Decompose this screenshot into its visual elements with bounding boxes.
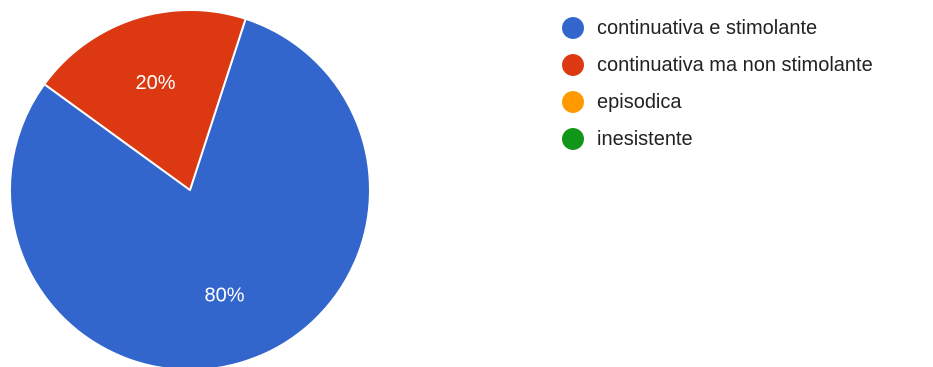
pie-slice-labels: 80% 20% [135, 72, 244, 306]
legend-label: inesistente [597, 127, 693, 150]
pie-chart: 80% 20% [9, 9, 371, 367]
pie-slices [9, 9, 371, 367]
slice-value-label: 80% [204, 284, 244, 306]
legend-label: continuativa ma non stimolante [597, 53, 873, 76]
slice-value-label: 20% [135, 72, 175, 94]
legend-swatch [562, 54, 584, 76]
legend-item[interactable]: inesistente [562, 119, 873, 159]
legend-item[interactable]: episodica [562, 82, 873, 122]
legend-swatch [562, 91, 584, 113]
legend-item[interactable]: continuativa ma non stimolante [562, 45, 873, 85]
pie-slice[interactable] [9, 17, 371, 367]
legend-label: continuativa e stimolante [597, 16, 818, 39]
chart-legend: continuativa e stimolante continuativa m… [562, 8, 873, 156]
legend-swatch [562, 17, 584, 39]
legend-swatch [562, 128, 584, 150]
pie-slice[interactable] [43, 9, 247, 191]
legend-label: episodica [597, 90, 682, 113]
legend-item[interactable]: continuativa e stimolante [562, 8, 873, 48]
